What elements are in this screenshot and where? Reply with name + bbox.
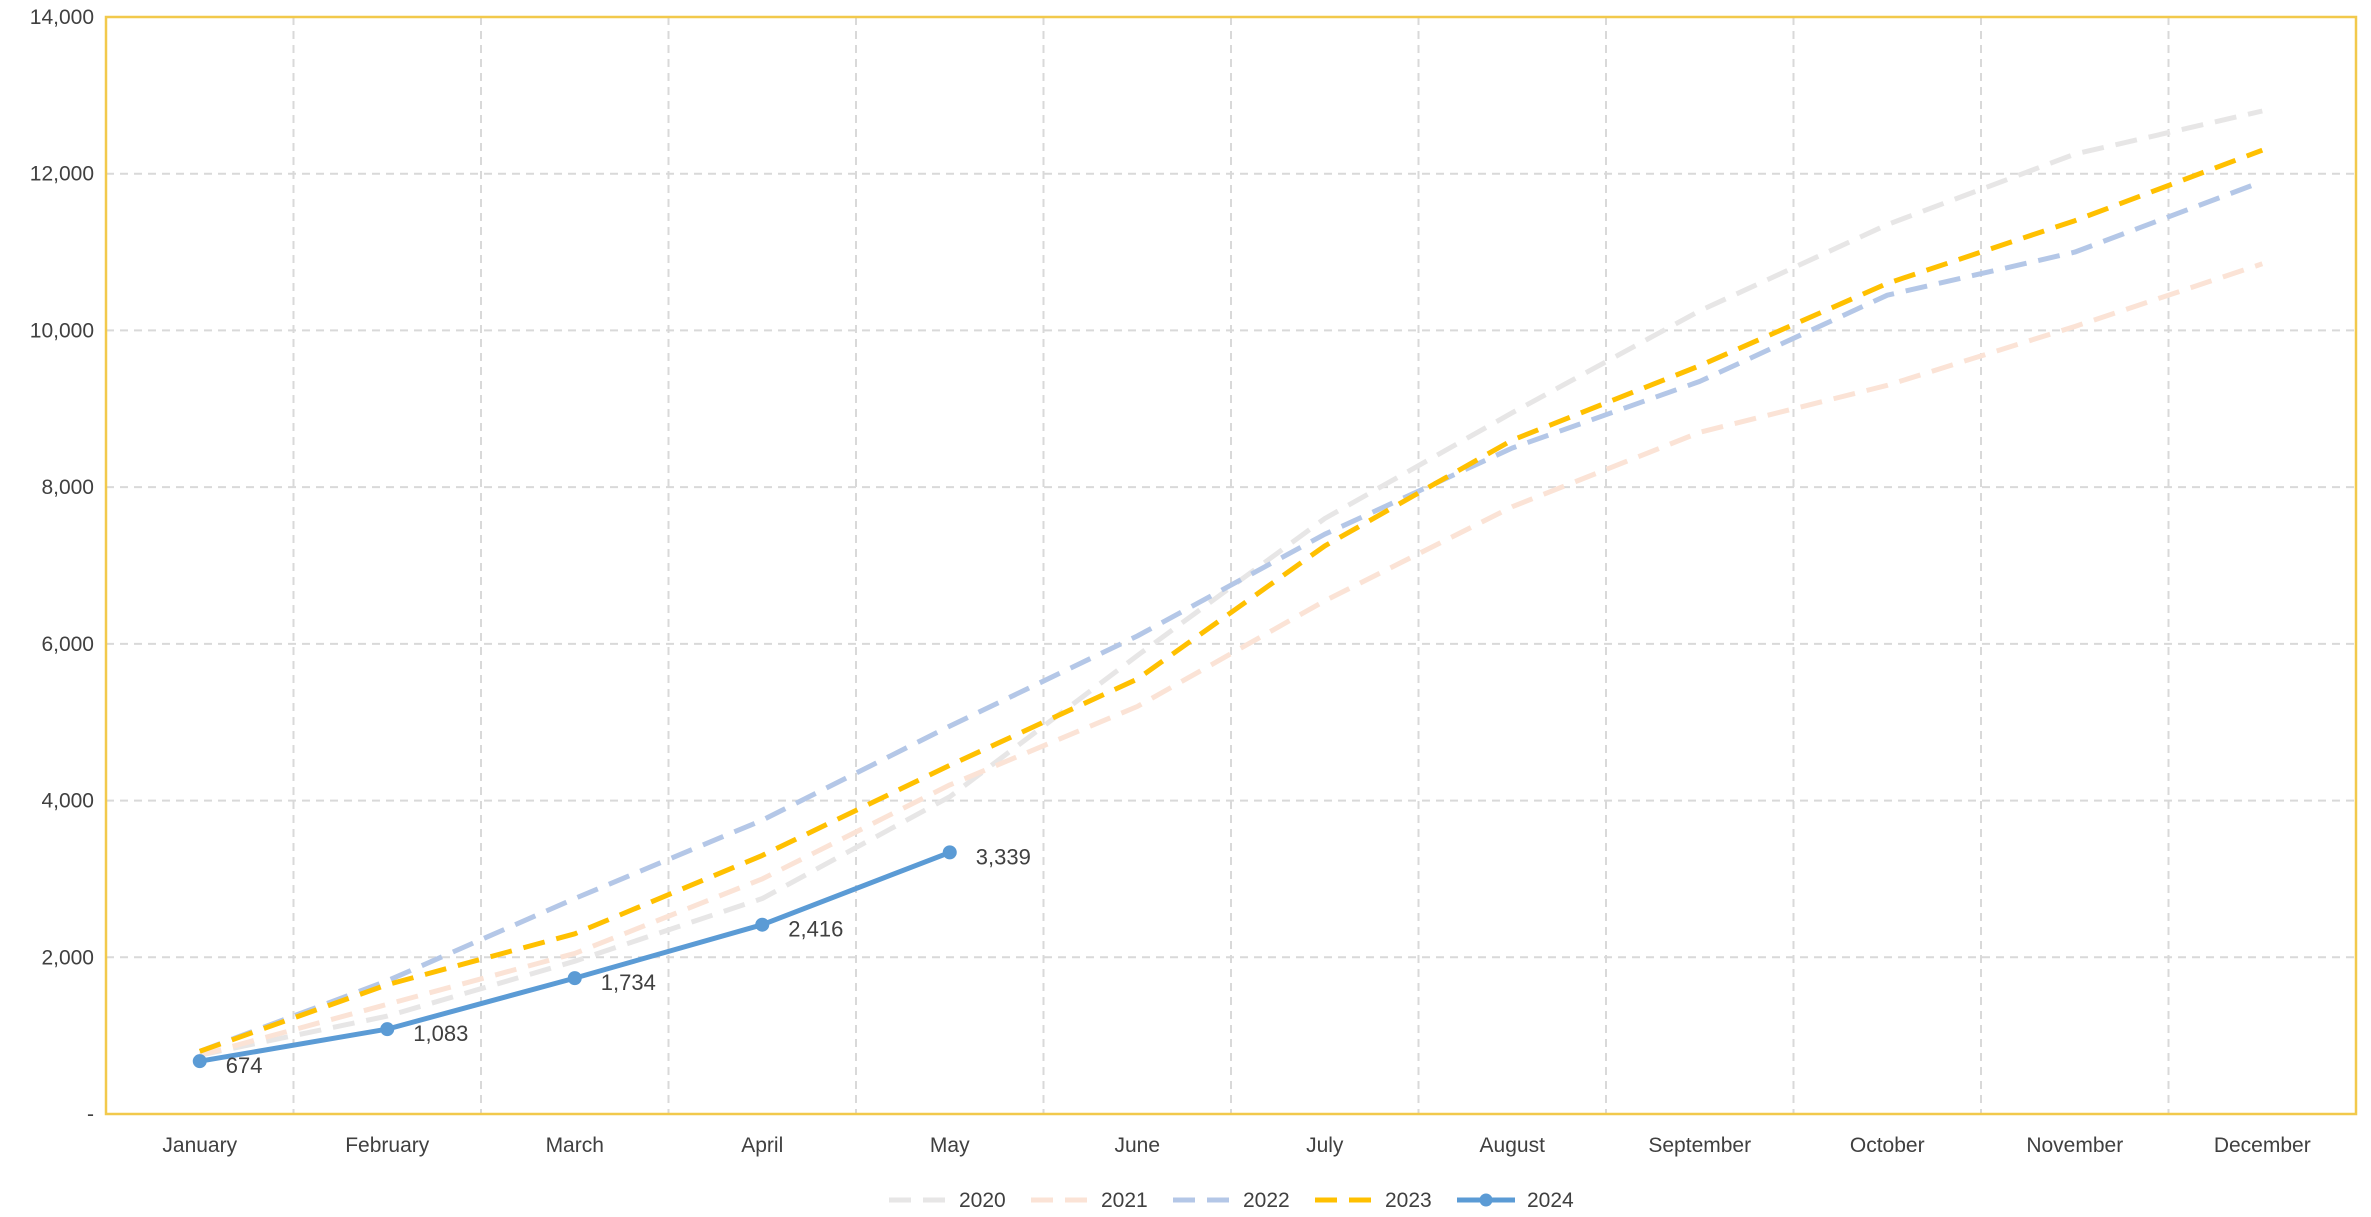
y-tick-label: 2,000 <box>41 946 94 969</box>
series-layer <box>192 108 2264 1069</box>
axis-layer: - 2,000 4,000 6,000 8,000 10,000 12,000 14,000 J… <box>30 6 2311 1157</box>
data-point-2024-april <box>755 917 770 932</box>
series-line-2020 <box>199 108 2263 1058</box>
x-tick-label-october: October <box>1850 1134 1925 1157</box>
y-tick-label: 6,000 <box>41 633 94 656</box>
legend-label-2022: 2022 <box>1243 1189 1290 1212</box>
y-tick-label: 12,000 <box>30 163 94 186</box>
y-tick-label: 8,000 <box>41 476 94 499</box>
y-tick-label: 14,000 <box>30 6 94 29</box>
y-tick-label: 10,000 <box>30 319 94 342</box>
data-point-2024-march <box>567 971 582 986</box>
data-label-2024-january: 674 <box>226 1053 263 1078</box>
legend-marker-2024 <box>1479 1193 1493 1207</box>
x-tick-label-september: September <box>1648 1134 1751 1157</box>
plot-border-layer <box>104 15 2358 1116</box>
data-label-layer: 674 1,083 1,734 2,416 3,339 <box>226 844 1031 1078</box>
x-tick-label-november: November <box>2026 1134 2123 1157</box>
grid-layer <box>106 17 2356 1114</box>
x-tick-label-may: May <box>930 1134 970 1157</box>
legend-item-2021: 2021 <box>1031 1189 1148 1212</box>
legend-item-2023: 2023 <box>1315 1189 1432 1212</box>
series-line-2023 <box>198 147 2264 1054</box>
x-tick-label-january: January <box>162 1134 237 1157</box>
x-tick-label-june: June <box>1114 1134 1160 1157</box>
legend-item-2022: 2022 <box>1173 1189 1290 1212</box>
plot-area-border <box>104 15 2358 1116</box>
x-tick-label-april: April <box>741 1134 783 1157</box>
data-label-2024-may: 3,339 <box>976 844 1031 869</box>
series-line-2021 <box>199 261 2264 1058</box>
x-tick-label-december: December <box>2214 1134 2311 1157</box>
data-label-2024-february: 1,083 <box>413 1021 468 1046</box>
data-label-2024-april: 2,416 <box>788 917 843 942</box>
data-point-2024-january <box>192 1054 207 1069</box>
x-tick-label-august: August <box>1480 1134 1546 1157</box>
legend: 2020 2021 2022 2023 2024 <box>889 1189 1574 1212</box>
legend-item-2024: 2024 <box>1457 1189 1574 1212</box>
legend-label-2020: 2020 <box>959 1189 1006 1212</box>
y-tick-label: - <box>87 1103 94 1126</box>
y-tick-label: 4,000 <box>41 790 94 813</box>
series-line-2022 <box>198 179 2264 1054</box>
x-tick-label-february: February <box>345 1134 430 1157</box>
legend-label-2024: 2024 <box>1527 1189 1574 1212</box>
x-tick-label-march: March <box>546 1134 604 1157</box>
data-point-2024-february <box>380 1022 395 1037</box>
x-tick-label-july: July <box>1306 1134 1344 1157</box>
legend-label-2021: 2021 <box>1101 1189 1148 1212</box>
legend-label-2023: 2023 <box>1385 1189 1432 1212</box>
legend-item-2020: 2020 <box>889 1189 1006 1212</box>
data-label-2024-march: 1,734 <box>601 970 656 995</box>
data-point-2024-may <box>942 845 957 860</box>
